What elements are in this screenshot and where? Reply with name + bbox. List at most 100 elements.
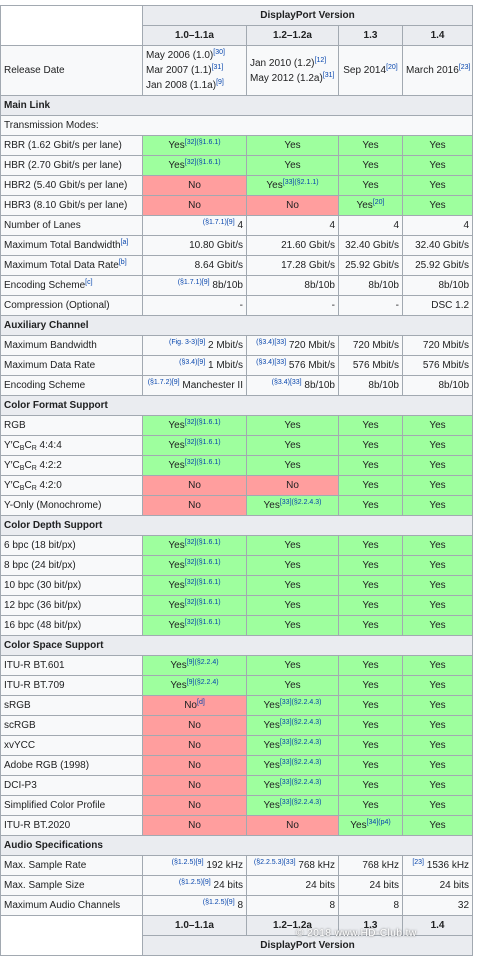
reference[interactable]: [32](§1.6.1)	[184, 459, 221, 466]
reference[interactable]: [c]	[85, 279, 93, 286]
reference[interactable]: [30]	[213, 49, 225, 56]
reference[interactable]: (§2.2.5.3)[33]	[253, 859, 296, 866]
reference[interactable]: (Fig. 3-3)[9]	[169, 339, 206, 346]
reference[interactable]: [33](§2.2.4.3)	[279, 739, 322, 746]
value-cell: Yes	[338, 615, 403, 636]
reference[interactable]: (§1.7.1)[9]	[202, 219, 235, 226]
cell-text: Yes	[429, 760, 446, 771]
value-cell: 8.64 Gbit/s	[142, 255, 247, 276]
reference[interactable]: [23]	[412, 859, 425, 866]
reference[interactable]: [34](p4)	[366, 819, 391, 826]
reference[interactable]: [32](§1.6.1)	[184, 419, 221, 426]
reference[interactable]: [20]	[372, 199, 385, 206]
row-label: scRGB	[0, 715, 143, 736]
reference[interactable]: (§1.2.5)[9]	[202, 899, 235, 906]
reference[interactable]: (§1.7.2)[9]	[147, 379, 180, 386]
reference[interactable]: [32](§1.6.1)	[184, 599, 221, 606]
cell-text: Yes	[263, 700, 280, 711]
reference[interactable]: [23]	[458, 64, 471, 71]
reference[interactable]: [20]	[386, 64, 398, 71]
row-label: Adobe RGB (1998)	[0, 755, 143, 776]
label-part: Y′C	[4, 440, 20, 451]
label-part: C	[24, 480, 32, 491]
label-text: Encoding Scheme	[4, 280, 86, 291]
cell-text: No	[188, 720, 201, 731]
cell-text: 576 Mbit/s	[422, 360, 470, 371]
reference[interactable]: [33](§2.2.4.3)	[279, 499, 322, 506]
cell-text: Yes	[168, 560, 185, 571]
reference[interactable]: [32](§1.6.1)	[184, 539, 221, 546]
cell-text: No	[188, 740, 201, 751]
reference[interactable]: (§1.2.5)[9]	[178, 879, 211, 886]
value-cell: Yes[32](§1.6.1)	[142, 135, 247, 156]
cell-text: Yes	[284, 420, 301, 431]
value-cell: 4	[246, 215, 339, 236]
reference[interactable]: [d]	[197, 699, 205, 706]
data-row: Adobe RGB (1998) No Yes[33](§2.2.4.3) Yes Ye…	[0, 755, 474, 776]
reference[interactable]: [32](§1.6.1)	[184, 619, 221, 626]
reference[interactable]: (§1.7.1)[9]	[177, 279, 210, 286]
label-text: Maximum Total Data Rate	[4, 260, 119, 271]
reference[interactable]: (§3.4)[9]	[179, 359, 206, 366]
value-cell: -	[142, 295, 247, 316]
reference[interactable]: [9]	[216, 79, 224, 86]
cell-text: 8.64 Gbit/s	[194, 260, 243, 271]
reference[interactable]: [9](§2.2.4)	[186, 679, 219, 686]
reference[interactable]: (§1.2.5)[9]	[171, 859, 204, 866]
reference[interactable]: (§3.4)[33]	[271, 379, 302, 386]
reference[interactable]: (§3.4)[33]	[256, 359, 287, 366]
reference[interactable]: [33](§2.2.4.3)	[279, 719, 322, 726]
reference[interactable]: [33](§2.2.4.3)	[279, 799, 322, 806]
reference[interactable]: [9](§2.2.4)	[186, 659, 219, 666]
label-text: Encoding Scheme	[4, 380, 86, 391]
cell-text: Yes	[263, 760, 280, 771]
cell-text: Yes	[362, 800, 379, 811]
data-row: Release Date May 2006 (1.0)[30] Mar 2007 (…	[0, 45, 474, 96]
reference[interactable]: [32](§1.6.1)	[184, 139, 221, 146]
reference[interactable]: [32](§1.6.1)	[184, 579, 221, 586]
value-cell: 8b/10b	[401, 375, 474, 396]
value-cell: Yes	[401, 695, 474, 716]
label-text: Max. Sample Rate	[4, 860, 87, 871]
value-cell: Yes	[401, 415, 474, 436]
value-cell: 8	[338, 895, 403, 916]
cell-text: Yes	[362, 720, 379, 731]
value-cell: 32.40 Gbit/s	[401, 235, 474, 256]
value-cell: Yes	[246, 595, 339, 616]
value-cell: Yes	[401, 775, 474, 796]
value-cell: Yes	[338, 695, 403, 716]
cell-text: Yes	[168, 600, 185, 611]
cell-text: Yes	[263, 800, 280, 811]
reference[interactable]: [32](§1.6.1)	[184, 439, 221, 446]
value-cell: Yes	[338, 775, 403, 796]
cell-text: No	[188, 180, 201, 191]
date-text: May 2006 (1.0)	[146, 50, 214, 61]
cell-text: 4	[393, 220, 399, 231]
reference[interactable]: [32](§1.6.1)	[184, 159, 221, 166]
reference[interactable]: [33](§2.2.4.3)	[279, 699, 322, 706]
reference[interactable]: (§3.4)[33]	[256, 339, 287, 346]
cell-text: Yes	[429, 620, 446, 631]
reference[interactable]: [b]	[118, 259, 127, 266]
reference[interactable]: [a]	[120, 239, 129, 246]
reference[interactable]: [33](§2.2.4.3)	[279, 759, 322, 766]
cell-text: 8b/10b	[304, 280, 335, 291]
cell-text: 21.60 Gbit/s	[281, 240, 335, 251]
data-row: ITU-R BT.709 Yes[9](§2.2.4) Yes Yes Yes	[0, 675, 474, 696]
reference[interactable]: [33](§2.2.4.3)	[279, 779, 322, 786]
reference[interactable]: [12]	[314, 56, 327, 64]
cell-text: Yes	[429, 560, 446, 571]
reference[interactable]: [31]	[322, 71, 335, 79]
label-text: ITU-R BT.2020	[4, 820, 71, 831]
row-label: RBR (1.62 Gbit/s per lane)	[0, 135, 143, 156]
reference[interactable]: [31]	[211, 64, 224, 71]
value-cell: (§3.4)[9] 1 Mbit/s	[142, 355, 247, 376]
data-row: HBR3 (8.10 Gbit/s per lane) No No Yes[20] Ye…	[0, 195, 474, 216]
value-cell: 768 kHz	[338, 855, 403, 876]
cell-text: Yes	[362, 780, 379, 791]
cell-text: Yes	[362, 420, 379, 431]
reference[interactable]: [32](§1.6.1)	[184, 559, 221, 566]
reference[interactable]: [33](§2.1.1)	[282, 179, 319, 186]
value-cell: Yes	[338, 675, 403, 696]
value-cell: Yes	[246, 575, 339, 596]
